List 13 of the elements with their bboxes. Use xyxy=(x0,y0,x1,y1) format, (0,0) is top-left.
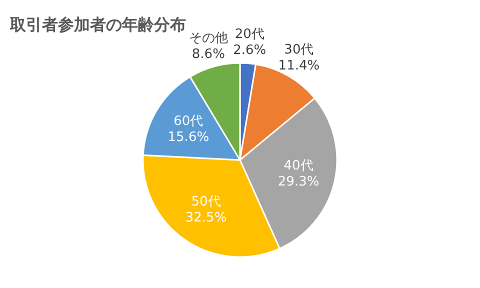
chart-title: 取引者参加者の年齢分布 xyxy=(9,15,186,34)
data-label: 2.6% xyxy=(233,43,266,58)
slice-label: 60代 xyxy=(174,114,204,130)
slice-label: 50代 xyxy=(191,194,221,210)
data-label: 32.5% xyxy=(185,210,227,226)
slice-label: 40代 xyxy=(284,158,314,174)
data-label: 11.4% xyxy=(278,58,320,74)
data-label: 15.6% xyxy=(168,130,210,146)
slice-label: その他 xyxy=(188,30,228,46)
data-label: 29.3% xyxy=(278,174,320,190)
slice-label: 30代 xyxy=(284,42,314,58)
slice-label: 20代 xyxy=(234,27,264,42)
data-label: 8.6% xyxy=(192,46,225,62)
